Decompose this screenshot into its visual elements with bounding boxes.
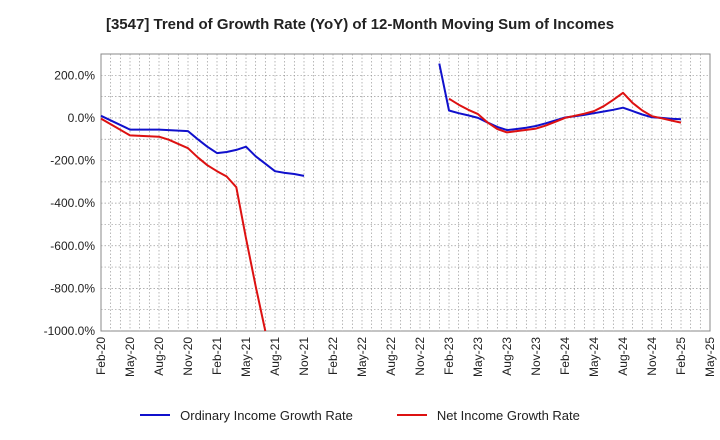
- x-tick-label: Aug-24: [616, 337, 630, 376]
- plot-area: [100, 53, 711, 332]
- x-tick-label: Aug-23: [500, 337, 514, 376]
- x-tick-label: Nov-21: [297, 337, 311, 376]
- series-line-1: [448, 91, 682, 134]
- x-tick-label: Nov-20: [181, 337, 195, 376]
- series-line-1: [100, 117, 267, 332]
- x-tick-label: May-22: [355, 337, 369, 377]
- legend-label-ordinary: Ordinary Income Growth Rate: [180, 407, 353, 423]
- y-tick-label: -400.0%: [50, 196, 95, 210]
- x-tick-label: Aug-20: [152, 337, 166, 376]
- y-tick-label: -600.0%: [50, 239, 95, 253]
- x-tick-label: Feb-23: [442, 337, 456, 375]
- x-tick-label: Aug-22: [384, 337, 398, 376]
- x-tick-label: May-23: [471, 337, 485, 377]
- x-tick-label: Nov-24: [645, 337, 659, 376]
- x-tick-label: Nov-22: [413, 337, 427, 376]
- y-tick-label: 200.0%: [54, 68, 95, 82]
- series-line-0: [100, 114, 305, 177]
- x-tick-label: Feb-21: [210, 337, 224, 375]
- x-tick-label: Aug-21: [268, 337, 282, 376]
- legend-swatch-ordinary: [140, 414, 171, 416]
- x-tick-label: May-25: [703, 337, 717, 377]
- y-tick-label: -200.0%: [50, 154, 95, 168]
- legend-swatch-net: [396, 414, 427, 416]
- x-tick-label: Feb-25: [674, 337, 688, 375]
- x-tick-label: May-24: [587, 337, 601, 377]
- x-tick-label: Feb-22: [326, 337, 340, 375]
- x-tick-label: Feb-24: [558, 337, 572, 375]
- x-tick-label: Nov-23: [529, 337, 543, 376]
- chart-title: [3547] Trend of Growth Rate (YoY) of 12-…: [105, 16, 615, 33]
- legend-item-net: Net Income Growth Rate: [396, 405, 580, 425]
- y-tick-label: -1000.0%: [44, 324, 96, 338]
- x-tick-label: May-20: [123, 337, 137, 377]
- x-tick-label: Feb-20: [94, 337, 108, 375]
- x-tick-label: May-21: [239, 337, 253, 377]
- y-tick-label: -800.0%: [50, 281, 95, 295]
- legend: Ordinary Income Growth Rate Net Income G…: [0, 405, 720, 425]
- legend-label-net: Net Income Growth Rate: [436, 407, 580, 423]
- legend-item-ordinary: Ordinary Income Growth Rate: [140, 405, 353, 425]
- y-tick-label: 0.0%: [68, 111, 96, 125]
